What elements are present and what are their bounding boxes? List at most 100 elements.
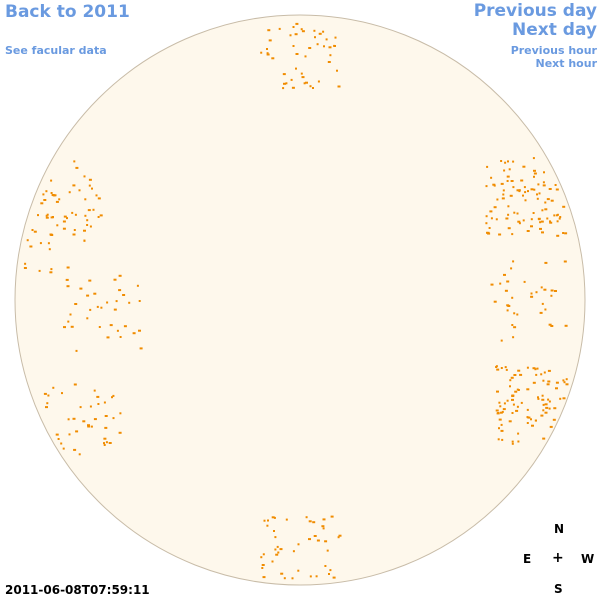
sunspot-marker (328, 573, 330, 575)
sunspot-marker (562, 379, 565, 382)
sunspot-marker (329, 569, 332, 572)
sunspot-marker (271, 516, 275, 519)
sunspot-marker (308, 538, 311, 541)
sunspot-marker (89, 225, 92, 228)
sunspot-marker (549, 221, 553, 224)
sunspot-marker (282, 87, 285, 90)
sunspot-marker (540, 373, 543, 376)
sunspot-marker (563, 260, 567, 263)
sunspot-marker (493, 184, 496, 187)
sunspot-marker (327, 61, 331, 63)
sunspot-marker (291, 577, 294, 580)
next-hour-link[interactable]: Next hour (535, 57, 598, 70)
sunspot-marker (537, 217, 541, 220)
sunspot-marker (526, 230, 530, 232)
sunspot-marker (261, 567, 264, 569)
sunspot-marker (511, 395, 515, 397)
sunspot-marker (500, 367, 503, 369)
sunspot-marker (549, 425, 553, 428)
sunspot-marker (282, 73, 286, 76)
sunspot-marker (318, 32, 322, 35)
sunspot-marker (285, 82, 288, 85)
sunspot-marker (276, 545, 279, 548)
sunspot-marker (544, 411, 548, 414)
sunspot-marker (530, 218, 533, 221)
sunspot-marker (511, 398, 514, 401)
sunspot-marker (283, 82, 286, 85)
sunspot-marker (73, 160, 76, 163)
sunspot-marker (260, 556, 263, 559)
sunspot-marker (564, 232, 568, 235)
sunspot-marker (522, 165, 526, 168)
sunspot-marker (62, 227, 66, 230)
sunspot-marker (92, 208, 95, 211)
sunspot-marker (506, 175, 510, 178)
sunspot-marker (88, 279, 92, 282)
sunspot-marker (322, 30, 325, 33)
sunspot-marker (512, 186, 515, 189)
sunspot-marker (67, 418, 70, 421)
sunspot-marker (289, 34, 292, 37)
sunspot-marker (72, 417, 76, 420)
sunspot-marker (550, 294, 553, 297)
sunspot-marker (68, 191, 71, 194)
sunspot-marker (301, 30, 305, 33)
sunspot-marker (136, 284, 139, 287)
sunspot-marker (559, 216, 562, 218)
sunspot-marker (260, 51, 263, 54)
sunspot-marker (78, 189, 81, 192)
sunspot-marker (97, 197, 101, 200)
sunspot-marker (520, 179, 524, 182)
sunspot-marker (322, 518, 326, 521)
sunspot-marker (262, 553, 265, 556)
sunspot-marker (63, 326, 66, 329)
sunspot-marker (541, 209, 544, 212)
back-to-year-link[interactable]: Back to 2011 (5, 2, 130, 22)
sunspot-marker (68, 433, 71, 436)
sunspot-marker (43, 199, 47, 201)
sunspot-marker (268, 39, 272, 42)
sunspot-marker (49, 271, 53, 274)
sunspot-marker (503, 273, 506, 276)
sunspot-marker (50, 234, 54, 236)
sunspot-marker (104, 415, 108, 417)
sunspot-marker (275, 553, 279, 556)
sunspot-marker (48, 248, 51, 251)
sunspot-marker (305, 81, 308, 84)
observation-timestamp: 2011-06-08T07:59:11 (5, 583, 150, 597)
sunspot-marker (511, 440, 514, 443)
sunspot-marker (531, 424, 534, 427)
day-navigation: Previous day Next day (474, 2, 597, 40)
sunspot-marker (533, 188, 536, 191)
sunspot-marker (70, 325, 74, 328)
sunspot-marker (507, 227, 511, 230)
sunspot-marker (280, 572, 284, 575)
sunspot-marker (295, 53, 299, 55)
sunspot-marker (544, 403, 548, 406)
facular-data-link[interactable]: See facular data (5, 44, 107, 57)
sunspot-marker (517, 220, 521, 223)
previous-hour-link[interactable]: Previous hour (510, 44, 597, 57)
next-day-link[interactable]: Next day (512, 20, 597, 40)
sunspot-marker (527, 416, 531, 419)
sunspot-marker (502, 193, 505, 196)
previous-day-link[interactable]: Previous day (473, 1, 597, 21)
sunspot-marker (112, 417, 115, 420)
sunspot-marker (295, 22, 299, 25)
sunspot-marker (106, 301, 109, 304)
sunspot-marker (539, 221, 542, 224)
sunspot-marker (305, 516, 308, 519)
sunspot-marker (314, 36, 316, 39)
sunspot-marker (50, 216, 54, 219)
sunspot-marker (119, 336, 122, 338)
sunspot-marker (506, 280, 510, 283)
sunspot-marker (40, 202, 44, 205)
sunspot-marker (536, 367, 539, 370)
sunspot-marker (498, 418, 502, 421)
sunspot-marker (300, 72, 303, 75)
sunspot-marker (23, 267, 27, 269)
hour-navigation: Previous hour Next hour (511, 44, 597, 70)
sunspot-marker (545, 406, 549, 409)
sunspot-marker (84, 214, 87, 217)
sunspot-marker (113, 278, 117, 281)
